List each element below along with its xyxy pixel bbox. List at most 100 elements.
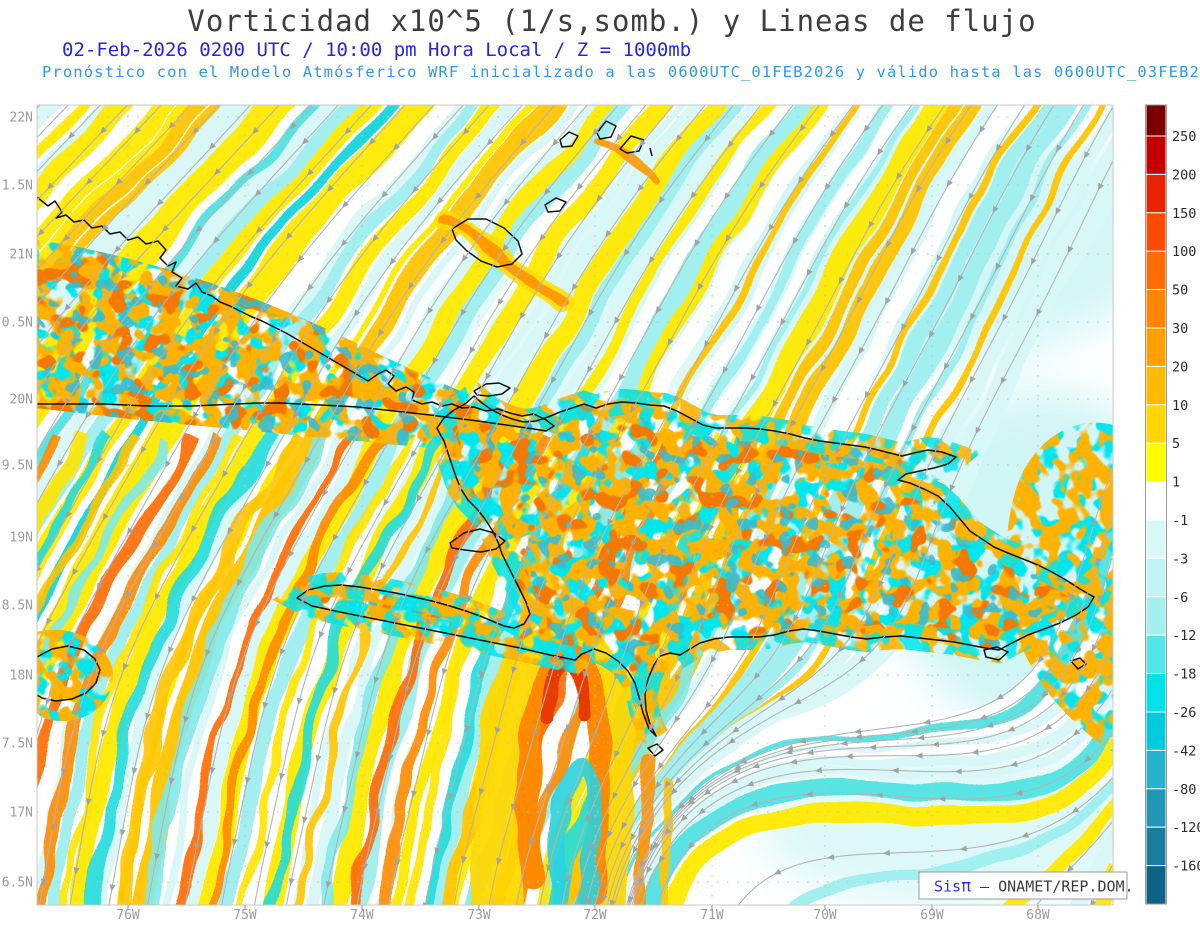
vorticity-band bbox=[162, 105, 577, 905]
streamline bbox=[575, 105, 972, 905]
lat-tick-label: 22N bbox=[10, 111, 33, 126]
vorticity-feature bbox=[441, 217, 567, 308]
vorticity-band bbox=[37, 105, 455, 833]
vorticity-streak bbox=[61, 432, 246, 905]
coastline-beata bbox=[647, 743, 664, 757]
colorbar-tick-label: 5 bbox=[1172, 436, 1180, 452]
colorbar-segment bbox=[1145, 711, 1167, 751]
vorticity-band bbox=[1002, 799, 1113, 905]
streamlines bbox=[37, 105, 1113, 905]
vorticity-band bbox=[637, 687, 1113, 905]
vorticity-band bbox=[37, 105, 239, 328]
streamline bbox=[37, 105, 406, 647]
lon-tick-label: 76W bbox=[116, 908, 140, 923]
lat-tick-label: 19N bbox=[10, 531, 33, 546]
validity-subtitle: 02-Feb-2026 0200 UTC / 10:00 pm Hora Loc… bbox=[62, 39, 691, 61]
colorbar-tick-label: 150 bbox=[1172, 206, 1196, 222]
vorticity-streak bbox=[37, 431, 92, 536]
streamline bbox=[594, 105, 1026, 905]
colorbar-tick-label: -160 bbox=[1172, 859, 1200, 875]
vorticity-band bbox=[37, 105, 79, 149]
map-frame bbox=[36, 104, 1114, 906]
streamline bbox=[147, 105, 556, 905]
lat-tick-label: 1.5N bbox=[2, 179, 33, 194]
coastline-turks-caicos bbox=[649, 147, 653, 157]
vorticity-band bbox=[663, 737, 1113, 905]
axes: 22N 1.5N 21N 0.5N 20N 9.5N 19N 8.5N 18N 7.5N 17N 6.… bbox=[2, 111, 1050, 924]
coastline-saona bbox=[983, 646, 1009, 661]
streamline bbox=[516, 105, 884, 905]
watermark: Sisπ – ONAMET/REP.DOM. bbox=[918, 871, 1134, 900]
vorticity-streak bbox=[207, 432, 387, 905]
colorbar-tick-label: 200 bbox=[1172, 167, 1196, 183]
vorticity-feature bbox=[550, 753, 599, 905]
colorbar-segment bbox=[1145, 557, 1167, 598]
colorbar-segment bbox=[1145, 519, 1167, 559]
streamline bbox=[37, 105, 280, 392]
colorbar-tick-label: 100 bbox=[1172, 244, 1196, 260]
grid-dotted bbox=[37, 105, 1113, 905]
streamline bbox=[356, 105, 735, 905]
colorbar-segment bbox=[1145, 634, 1167, 675]
vorticity-streak bbox=[176, 432, 358, 905]
streamline bbox=[37, 105, 340, 505]
colorbar-segment bbox=[1145, 327, 1167, 367]
map-area bbox=[37, 105, 1113, 905]
lat-tick-label: 17N bbox=[10, 806, 33, 821]
vorticity-band bbox=[631, 656, 1113, 905]
streamline bbox=[640, 689, 1113, 905]
streamline bbox=[37, 105, 313, 453]
streamline bbox=[601, 105, 1055, 905]
colorbar-segment bbox=[1145, 442, 1167, 483]
vorticity-band bbox=[643, 711, 1113, 905]
colorbar-tick-label: 10 bbox=[1172, 398, 1188, 414]
coastline-gonave bbox=[449, 528, 506, 553]
lon-tick-label: 72W bbox=[583, 908, 607, 923]
streamline bbox=[69, 105, 490, 905]
watermark-org: – ONAMET/REP.DOM. bbox=[971, 878, 1134, 896]
colorbar-segment bbox=[1145, 173, 1167, 214]
lon-tick-label: 71W bbox=[700, 908, 724, 923]
watermark-pi-symbol: π bbox=[961, 877, 971, 896]
streamline bbox=[37, 105, 102, 173]
watermark-box bbox=[918, 871, 1128, 900]
coastline-turks-caicos bbox=[596, 120, 617, 140]
lon-tick-label: 68W bbox=[1026, 908, 1050, 923]
streamline bbox=[387, 105, 762, 905]
vorticity-streak bbox=[142, 431, 331, 905]
vorticity-band bbox=[70, 105, 507, 905]
streamline bbox=[37, 105, 192, 271]
colorbar-segment bbox=[1145, 212, 1167, 252]
streamline bbox=[737, 777, 1113, 905]
vorticity-streak bbox=[267, 432, 447, 905]
colorbar-tick-label: 30 bbox=[1172, 321, 1188, 337]
vorticity-band bbox=[220, 105, 635, 905]
streamline bbox=[611, 105, 1113, 905]
colorbar-tick-label: 50 bbox=[1172, 283, 1188, 299]
lat-tick-label: 9.5N bbox=[2, 459, 33, 474]
vorticity-streak bbox=[37, 433, 62, 479]
vorticity-streak bbox=[37, 433, 138, 619]
streamline bbox=[37, 105, 69, 139]
vorticity-streak bbox=[294, 433, 470, 905]
colorbar-segment bbox=[1145, 289, 1167, 329]
colorbar-frame bbox=[1145, 104, 1167, 905]
colorbar-tick-label: -80 bbox=[1172, 782, 1196, 798]
colorbar-tick-label: -26 bbox=[1172, 705, 1196, 721]
colorbar-segment bbox=[1145, 749, 1167, 790]
vorticity-streak bbox=[87, 431, 275, 905]
watermark-sis: Sis bbox=[934, 878, 961, 896]
colorbar-segment bbox=[1145, 250, 1167, 291]
colorbar-segment bbox=[1145, 104, 1167, 137]
vorticity-streak bbox=[37, 432, 112, 569]
colorbar-tick-label: -6 bbox=[1172, 590, 1188, 606]
streamline bbox=[37, 105, 221, 306]
vorticity-band bbox=[37, 105, 433, 717]
page-title: Vorticidad x10^5 (1/s,somb.) y Lineas de… bbox=[187, 4, 1036, 38]
vorticity-band bbox=[37, 105, 190, 269]
watermark-text: Sisπ – ONAMET/REP.DOM. bbox=[934, 877, 1134, 896]
vorticity-band bbox=[94, 105, 525, 905]
vorticity-streak bbox=[37, 432, 168, 688]
colorbar-segment bbox=[1145, 596, 1167, 636]
